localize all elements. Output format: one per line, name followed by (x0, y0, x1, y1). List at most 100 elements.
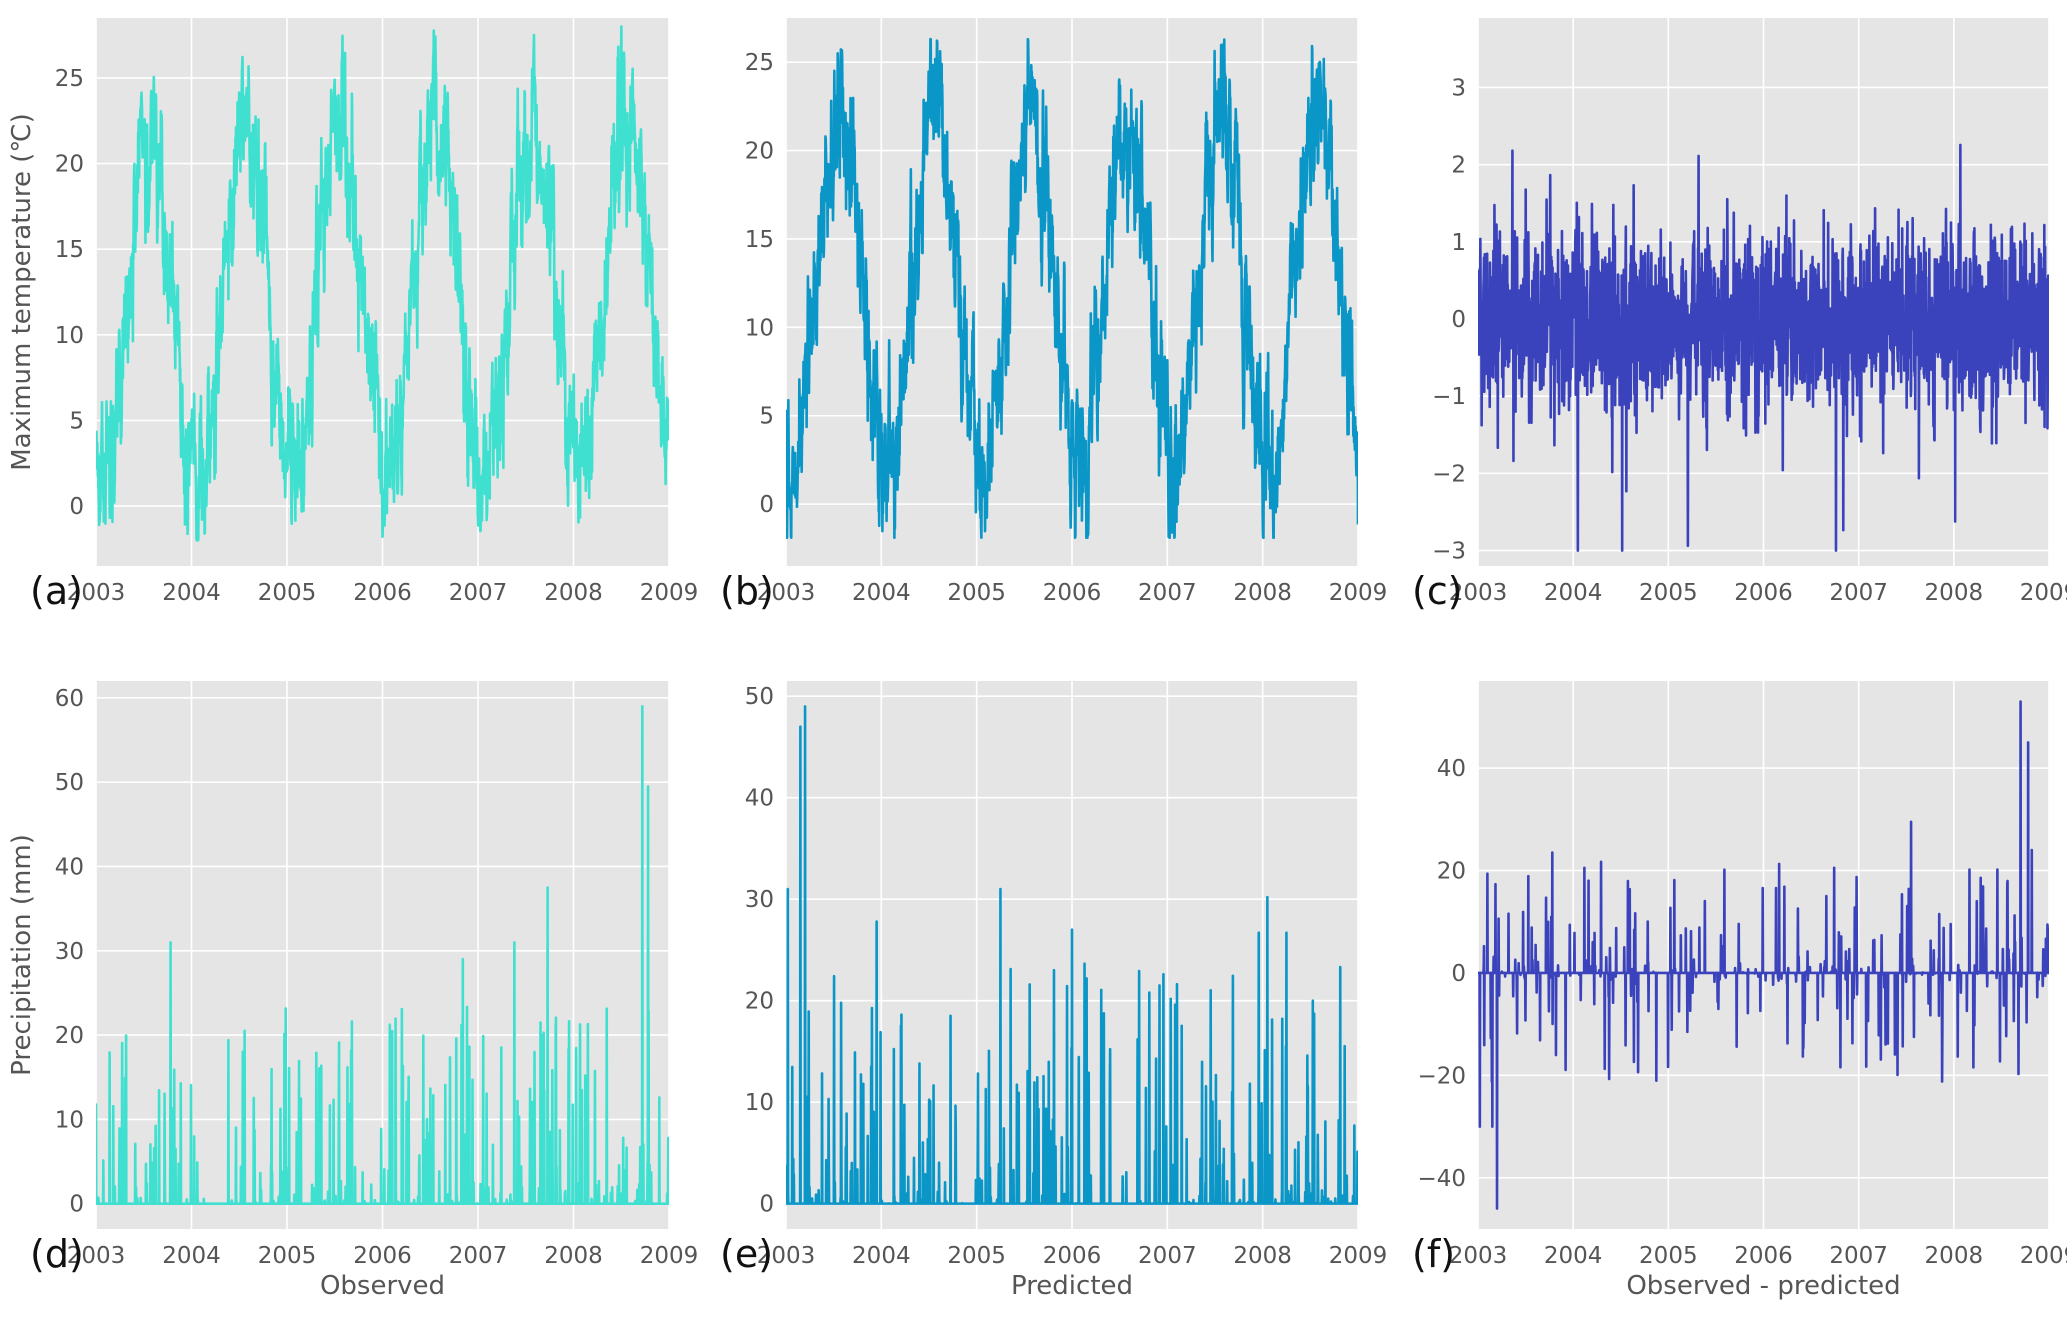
x-tick-label: 2007 (1829, 580, 1888, 606)
x-tick-label: 2004 (1544, 580, 1603, 606)
series-line (96, 25, 669, 542)
x-tick-label: 2008 (1925, 1243, 1984, 1269)
y-tick-label: 1 (1451, 230, 1466, 256)
y-tick-label: 50 (745, 684, 774, 710)
y-tick-label: 5 (759, 404, 774, 430)
x-tick-label: 2005 (1639, 1243, 1698, 1269)
panel-tag: (b) (720, 569, 774, 613)
x-tick-label: 2009 (2020, 580, 2067, 606)
x-tick-label: 2004 (852, 1243, 911, 1269)
y-tick-label: 30 (745, 887, 774, 913)
y-tick-label: −3 (1432, 539, 1466, 565)
x-tick-label: 2007 (1138, 580, 1197, 606)
x-tick-label: 2007 (1829, 1243, 1888, 1269)
x-tick-label: 2005 (947, 1243, 1006, 1269)
panel-tag: (d) (30, 1232, 84, 1276)
panel-f: 2003 2004 2005 2006 2007 2008 2009 −40 −20 0 20 40 (… (1412, 681, 2067, 1301)
panel-e: 2003 2004 2005 2006 2007 2008 2009 0 10 20 30 40 50 (… (720, 681, 1387, 1301)
x-tick-label: 2009 (640, 1243, 699, 1269)
y-tick-label: 60 (55, 686, 84, 712)
x-tick-label: 2009 (1329, 580, 1388, 606)
y-tick-label: 20 (55, 1023, 84, 1049)
y-tick-label: −1 (1432, 384, 1466, 410)
y-tick-label: −2 (1432, 461, 1466, 487)
y-tick-label: 25 (55, 66, 84, 92)
y-tick-label: 20 (55, 152, 84, 178)
panel-tag: (c) (1412, 569, 1463, 613)
x-tick-label: 2006 (353, 1243, 412, 1269)
y-tick-label: 20 (745, 139, 774, 165)
x-tick-label: 2007 (1138, 1243, 1197, 1269)
panel-tag: (e) (720, 1232, 773, 1276)
gridlines (1477, 681, 2050, 1229)
x-tick-label: 2006 (1734, 1243, 1793, 1269)
x-tick-label: 2003 (757, 580, 816, 606)
x-tick-label: 2008 (1233, 1243, 1292, 1269)
x-tick-label: 2009 (640, 580, 699, 606)
y-tick-label: 50 (55, 770, 84, 796)
y-tick-label: 10 (55, 323, 84, 349)
x-tick-label: 2005 (1639, 580, 1698, 606)
x-tick-label: 2006 (1043, 1243, 1102, 1269)
x-tick-label: 2006 (1734, 580, 1793, 606)
y-tick-label: 10 (745, 315, 774, 341)
y-tick-label: 30 (55, 939, 84, 965)
y-axis-label: Precipitation (mm) (7, 834, 37, 1076)
y-tick-label: 0 (759, 492, 774, 518)
y-tick-label: −20 (1417, 1063, 1466, 1089)
series-line (1478, 700, 2049, 1210)
x-tick-label: 2009 (1329, 1243, 1388, 1269)
x-tick-label: 2006 (1043, 580, 1102, 606)
y-tick-label: 10 (55, 1107, 84, 1133)
x-axis-label: Observed - predicted (1626, 1271, 1900, 1301)
series-line (1478, 143, 2049, 552)
y-tick-label: 3 (1451, 75, 1466, 101)
panel-c: 2003 2004 2005 2006 2007 2008 2009 −3 −2 −1 0 1 2 3 (c… (1412, 18, 2067, 613)
y-tick-label: 20 (1437, 858, 1466, 884)
y-tick-label: −40 (1417, 1166, 1466, 1192)
y-tick-label: 25 (745, 50, 774, 76)
x-tick-label: 2004 (1544, 1243, 1603, 1269)
x-tick-label: 2003 (757, 1243, 816, 1269)
y-axis-label: Maximum temperature (℃) (7, 113, 37, 471)
x-axis-label: Predicted (1011, 1271, 1133, 1301)
x-tick-label: 2008 (544, 1243, 603, 1269)
series-line (96, 704, 669, 1206)
x-tick-label: 2005 (258, 580, 317, 606)
panel-d: 2003 2004 2005 2006 2007 2008 2009 0 10 20 30 40 50 6… (7, 681, 698, 1301)
x-tick-label: 2004 (162, 580, 221, 606)
y-tick-label: 40 (55, 854, 84, 880)
panel-a: 2003 2004 2005 2006 2007 2008 2009 0 5 10 15 20 25 (a… (7, 18, 698, 613)
series-line (786, 37, 1358, 540)
y-tick-label: 0 (1451, 307, 1466, 333)
x-tick-label: 2007 (449, 1243, 508, 1269)
x-tick-label: 2004 (852, 580, 911, 606)
y-tick-label: 40 (1437, 756, 1466, 782)
y-tick-label: 2 (1451, 153, 1466, 179)
x-tick-label: 2008 (1233, 580, 1292, 606)
x-tick-label: 2008 (544, 580, 603, 606)
y-tick-label: 0 (1451, 961, 1466, 987)
y-tick-label: 0 (759, 1192, 774, 1218)
y-tick-label: 15 (55, 237, 84, 263)
y-tick-label: 5 (69, 408, 84, 434)
panel-b: 2003 2004 2005 2006 2007 2008 2009 0 5 10 15 20 25 (b… (720, 18, 1387, 613)
y-tick-label: 40 (745, 786, 774, 812)
y-tick-label: 20 (745, 989, 774, 1015)
x-tick-label: 2009 (2020, 1243, 2067, 1269)
y-tick-label: 0 (69, 1192, 84, 1218)
x-tick-label: 2005 (947, 580, 1006, 606)
x-tick-label: 2003 (1449, 1243, 1508, 1269)
y-tick-label: 10 (745, 1090, 774, 1116)
x-tick-label: 2008 (1925, 580, 1984, 606)
x-tick-label: 2005 (258, 1243, 317, 1269)
x-tick-label: 2006 (353, 580, 412, 606)
x-tick-label: 2004 (162, 1243, 221, 1269)
series-line (786, 705, 1358, 1205)
x-axis-label: Observed (320, 1271, 445, 1301)
y-tick-label: 15 (745, 227, 774, 253)
y-tick-label: 0 (69, 494, 84, 520)
panel-tag: (f) (1412, 1232, 1455, 1276)
x-tick-label: 2003 (1449, 580, 1508, 606)
